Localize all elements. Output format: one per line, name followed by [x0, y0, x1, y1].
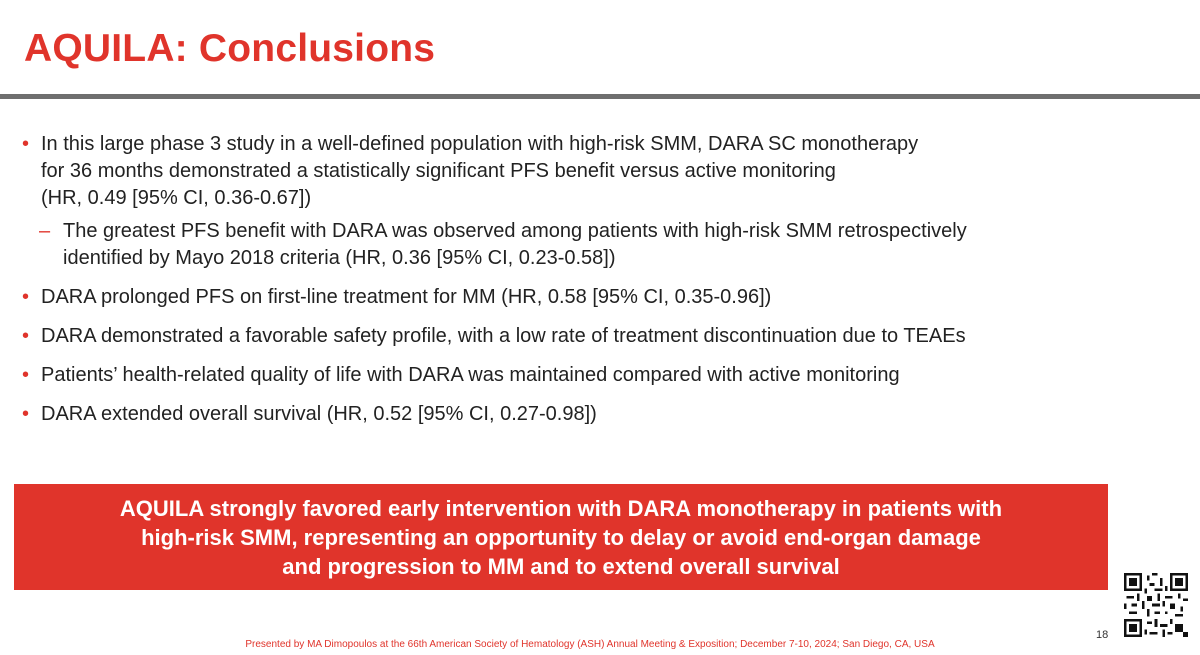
sub-bullet-item: – The greatest PFS benefit with DARA was… — [22, 218, 1172, 272]
spacer — [22, 350, 1172, 362]
bullet-text: Patients’ health-related quality of life… — [41, 364, 900, 386]
bullet-text: DARA demonstrated a favorable safety pro… — [41, 325, 966, 347]
callout-line: and progression to MM and to extend over… — [282, 553, 840, 579]
conclusions-list: • In this large phase 3 study in a well-… — [22, 131, 1172, 428]
bullet-item: • DARA prolonged PFS on first-line treat… — [22, 284, 1172, 311]
bullet-marker: • — [22, 403, 30, 425]
slide-title: AQUILA: Conclusions — [24, 27, 436, 70]
spacer — [22, 389, 1172, 401]
bullet-marker: • — [22, 286, 30, 308]
spacer — [22, 272, 1172, 284]
page-number: 18 — [1096, 629, 1109, 641]
bullet-item: • DARA demonstrated a favorable safety p… — [22, 323, 1172, 350]
bullet-marker: • — [22, 325, 30, 347]
title-divider — [0, 94, 1200, 99]
bullet-text: DARA prolonged PFS on first-line treatme… — [41, 286, 772, 308]
bullet-line: for 36 months demonstrated a statistical… — [41, 160, 836, 182]
sub-bullet-line: The greatest PFS benefit with DARA was o… — [63, 220, 967, 242]
sub-bullet-marker: – — [39, 220, 51, 242]
callout-line: high-risk SMM, representing an opportuni… — [141, 524, 981, 550]
conclusion-callout: AQUILA strongly favored early interventi… — [14, 484, 1108, 590]
bullet-text: DARA extended overall survival (HR, 0.52… — [41, 403, 597, 425]
bullet-marker: • — [22, 133, 30, 155]
bullet-item: • DARA extended overall survival (HR, 0.… — [22, 401, 1172, 428]
bullet-marker: • — [22, 364, 30, 386]
bullet-line: (HR, 0.49 [95% CI, 0.36-0.67]) — [41, 187, 312, 209]
footer-citation: Presented by MA Dimopoulos at the 66th A… — [245, 639, 935, 650]
bullet-item: • In this large phase 3 study in a well-… — [22, 131, 1172, 212]
bullet-item: • Patients’ health-related quality of li… — [22, 362, 1172, 389]
spacer — [22, 311, 1172, 323]
bullet-line: In this large phase 3 study in a well-de… — [41, 133, 919, 155]
callout-line: AQUILA strongly favored early interventi… — [119, 495, 1003, 521]
qr-code-icon[interactable] — [1124, 573, 1188, 637]
callout-text: AQUILA strongly favored early interventi… — [120, 494, 1002, 581]
sub-bullet-line: identified by Mayo 2018 criteria (HR, 0.… — [63, 247, 616, 269]
